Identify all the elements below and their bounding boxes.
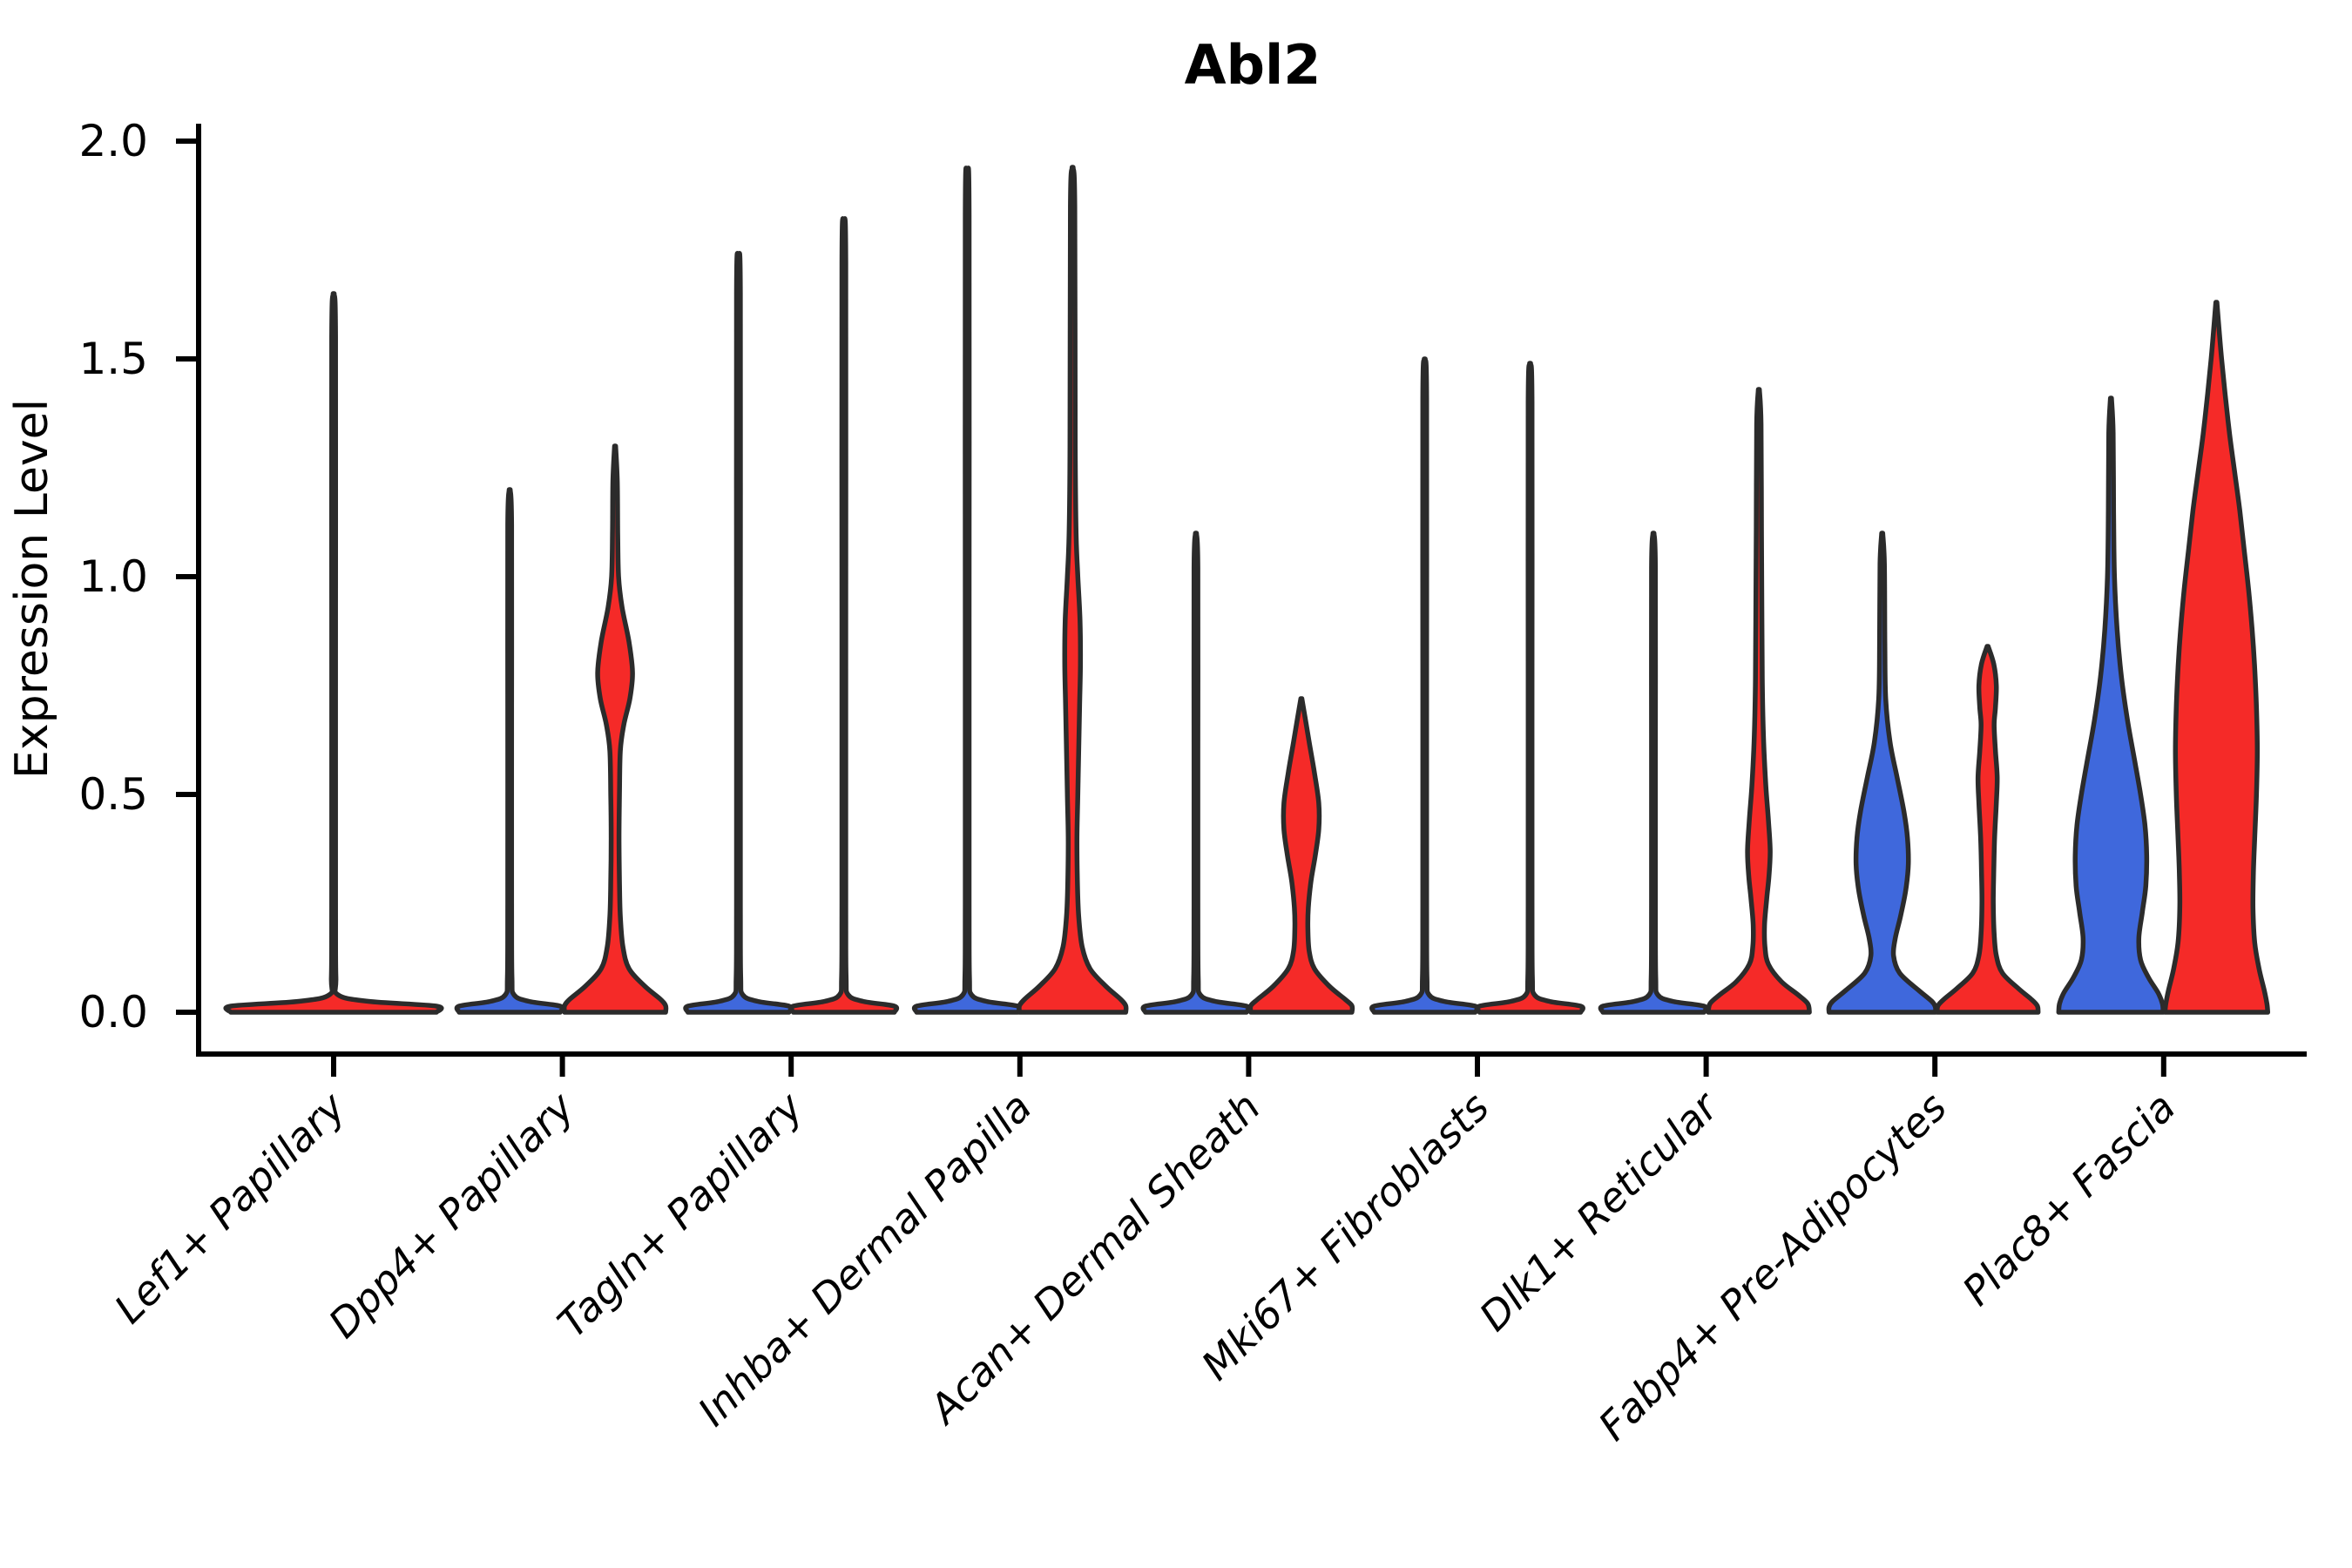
y-tick-label: 0.5 (78, 769, 148, 820)
violin-Fabp4+ Pre-Adipocytes-right (1934, 644, 2041, 1015)
violin-Acan+ Dermal Sheath-right (1247, 696, 1355, 1015)
axis-spines (196, 124, 2307, 1057)
y-tick-label: 1.0 (78, 551, 148, 602)
violin-Plac8+ Fascia-right (2162, 300, 2271, 1015)
x-tick-label-Lef1+ Papillary: Lef1+ Papillary (105, 1083, 355, 1332)
violin-Inhba+ Dermal Papilla-right (1017, 165, 1129, 1015)
violin-Tagln+ Papillary-right (788, 216, 900, 1015)
violin-Lef1+ Papillary-center (223, 291, 444, 1015)
x-tick-label-Tagln+ Papillary: Tagln+ Papillary (549, 1083, 813, 1347)
violin-Acan+ Dermal Sheath-left (1140, 531, 1252, 1015)
chart-title: Abl2 (1185, 33, 1321, 97)
y-tick-label: 2.0 (78, 116, 148, 166)
violin-Mki67+ Fibroblasts-left (1369, 356, 1480, 1015)
violin-Dlk1+ Reticular-right (1706, 387, 1812, 1015)
violin-Mki67+ Fibroblasts-right (1475, 361, 1585, 1015)
y-tick-label: 1.5 (78, 334, 148, 384)
x-tick-label-Plac8+ Fascia: Plac8+ Fascia (1953, 1084, 2184, 1315)
violin-Tagln+ Papillary-left (683, 251, 794, 1015)
violin-Inhba+ Dermal Papilla-left (911, 166, 1023, 1015)
violin-Dlk1+ Reticular-left (1598, 531, 1709, 1015)
y-axis-label: Expression Level (6, 399, 58, 779)
violin-Plac8+ Fascia-left (2056, 395, 2166, 1015)
violin-Dpp4+ Papillary-left (454, 487, 565, 1015)
violin-Fabp4+ Pre-Adipocytes-left (1826, 531, 1938, 1015)
violin-Dpp4+ Papillary-right (561, 443, 669, 1015)
x-tick-label-Dpp4+ Papillary: Dpp4+ Papillary (320, 1083, 584, 1347)
x-tick-label-Dlk1+ Reticular: Dlk1+ Reticular (1470, 1081, 1729, 1340)
y-tick-label: 0.0 (78, 987, 148, 1037)
